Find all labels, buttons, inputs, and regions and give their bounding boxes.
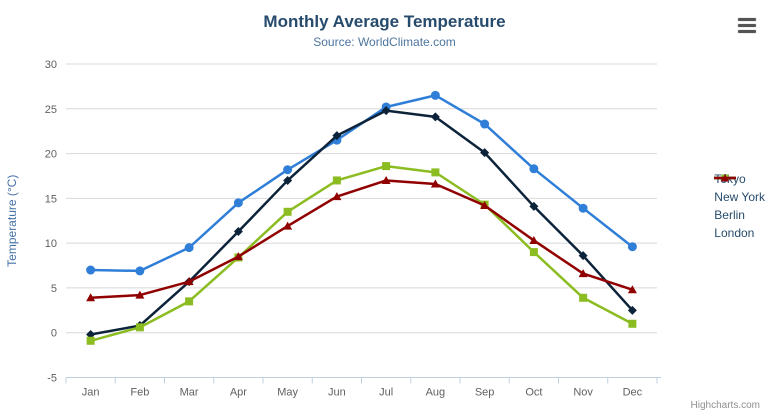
legend-item-new-york[interactable]: New York: [714, 174, 765, 204]
legend-label: New York: [714, 190, 765, 204]
x-axis-label: Feb: [130, 387, 149, 399]
data-point-london-jan[interactable]: [86, 293, 96, 302]
legend-item-london[interactable]: London: [714, 174, 765, 240]
y-axis-label: 10: [45, 238, 57, 250]
data-point-new-york-jan[interactable]: [86, 330, 96, 340]
data-point-tokyo-jan[interactable]: [86, 265, 96, 275]
data-point-berlin-nov[interactable]: [579, 293, 588, 302]
legend-label: Berlin: [714, 208, 745, 222]
x-axis-label: Nov: [573, 387, 593, 399]
data-point-london-apr[interactable]: [233, 252, 243, 261]
data-point-berlin-jan[interactable]: [86, 336, 95, 345]
data-point-berlin-mar[interactable]: [185, 297, 194, 306]
x-axis-label: Dec: [623, 387, 643, 399]
credits-link[interactable]: Highcharts.com: [690, 400, 760, 411]
series-line-tokyo: [90, 94, 634, 273]
data-point-london-mar[interactable]: [184, 277, 194, 286]
y-axis-label: 5: [51, 283, 57, 295]
data-point-london-may[interactable]: [283, 221, 293, 230]
y-axis-label: 0: [51, 328, 57, 340]
data-point-london-feb[interactable]: [135, 290, 145, 299]
data-point-new-york-may[interactable]: [283, 175, 293, 185]
data-point-tokyo-nov[interactable]: [578, 203, 588, 213]
data-point-london-dec[interactable]: [627, 285, 637, 294]
series-line-london: [90, 179, 633, 300]
legend-label: London: [714, 226, 755, 240]
y-axis-label: 25: [45, 104, 57, 116]
data-point-london-nov[interactable]: [578, 269, 588, 278]
data-point-new-york-jul[interactable]: [381, 106, 391, 116]
data-point-berlin-may[interactable]: [283, 207, 292, 216]
data-point-tokyo-sep[interactable]: [480, 119, 490, 129]
data-point-berlin-dec[interactable]: [628, 319, 637, 328]
data-point-new-york-aug[interactable]: [430, 112, 440, 122]
y-axis-label: -5: [47, 373, 57, 385]
y-axis-label: 20: [45, 149, 57, 161]
hamburger-icon: [738, 23, 756, 27]
data-point-berlin-feb[interactable]: [135, 323, 144, 332]
data-point-tokyo-apr[interactable]: [233, 198, 243, 208]
series-line-new-york: [90, 109, 634, 336]
legend-item-berlin[interactable]: Berlin: [714, 174, 765, 222]
chart-title: Monthly Average Temperature: [263, 12, 506, 31]
export-menu-button[interactable]: [735, 14, 759, 36]
triangle-icon: [721, 174, 730, 182]
chart-subtitle: Source: WorldClimate.com: [313, 35, 456, 49]
triangle-marker-icon: [714, 174, 737, 182]
x-axis-label: Sep: [475, 387, 495, 399]
data-point-new-york-oct[interactable]: [529, 201, 539, 211]
data-point-london-jul[interactable]: [381, 175, 391, 184]
data-point-tokyo-oct[interactable]: [529, 164, 539, 174]
data-point-tokyo-aug[interactable]: [430, 90, 440, 100]
data-point-berlin-aug[interactable]: [431, 168, 440, 177]
y-axis-title: Temperature (°C): [5, 175, 19, 267]
data-point-tokyo-may[interactable]: [283, 165, 293, 175]
data-point-berlin-jul[interactable]: [382, 162, 391, 171]
data-point-tokyo-dec[interactable]: [627, 242, 637, 252]
x-axis-label: Aug: [426, 387, 446, 399]
hamburger-icon: [738, 17, 756, 21]
series-line-berlin: [90, 164, 633, 342]
x-axis-label: Jul: [379, 387, 393, 399]
data-point-berlin-jun[interactable]: [332, 176, 341, 185]
data-point-london-jun[interactable]: [332, 192, 342, 201]
data-point-berlin-oct[interactable]: [529, 248, 538, 257]
data-point-london-oct[interactable]: [529, 235, 539, 244]
data-point-tokyo-feb[interactable]: [135, 266, 145, 276]
data-point-new-york-apr[interactable]: [233, 226, 243, 236]
x-axis-label: Apr: [230, 387, 247, 399]
data-point-new-york-sep[interactable]: [480, 148, 490, 158]
y-axis-label: 30: [45, 59, 57, 71]
x-axis-label: Mar: [180, 387, 199, 399]
x-axis-label: Jan: [82, 387, 100, 399]
y-axis-label: 15: [45, 193, 57, 205]
data-point-new-york-jun[interactable]: [332, 131, 342, 141]
x-axis-label: Oct: [525, 387, 542, 399]
data-point-tokyo-mar[interactable]: [184, 243, 194, 253]
data-point-london-aug[interactable]: [430, 179, 440, 188]
data-point-new-york-nov[interactable]: [578, 251, 588, 261]
x-axis-label: May: [277, 387, 298, 399]
hamburger-icon: [738, 29, 756, 33]
data-point-london-sep[interactable]: [480, 201, 490, 210]
data-point-new-york-dec[interactable]: [627, 305, 637, 315]
x-axis-label: Jun: [328, 387, 346, 399]
